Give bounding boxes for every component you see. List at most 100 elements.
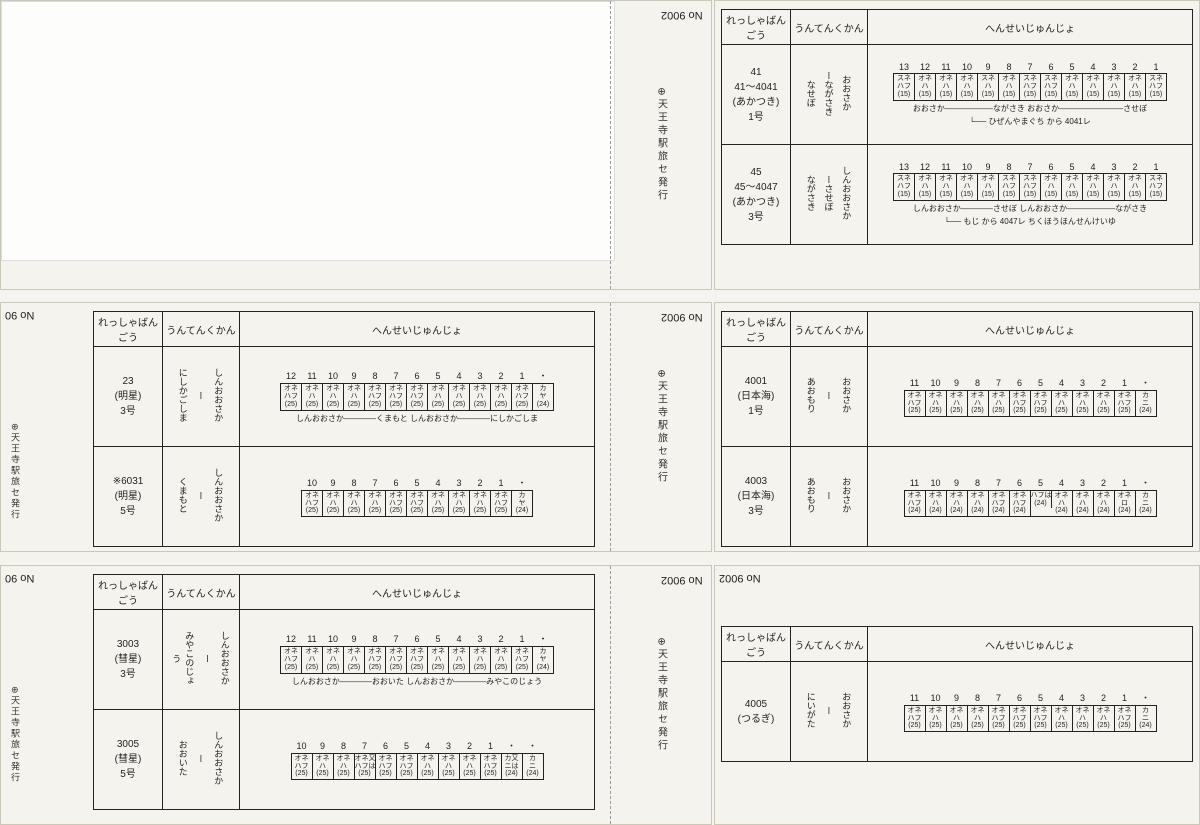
car-cell: オネハ(25) (439, 754, 460, 779)
stub-issuer-left: ⊕天王寺駅旅セ発行 (9, 686, 22, 784)
car-cell: オネハフ(25) (397, 754, 418, 779)
car-cell: オネハフ(24) (989, 491, 1010, 516)
route-cell: おおいた ー しんおおさか (163, 710, 240, 810)
car-numbers: 10987654321・・ (243, 739, 591, 752)
car-numbers: 10987654321・ (243, 476, 591, 489)
car-cell: オネハフ(25) (1010, 391, 1031, 416)
train-table: れっしゃばんごう うんてんくかん へんせいじゅんじょ 4001 (日本海) 1号… (721, 311, 1193, 547)
header-formation: へんせいじゅんじょ (240, 312, 595, 347)
car-cell: オネハフ(25) (365, 384, 386, 409)
blank-area (1, 1, 615, 261)
car-cell: オネハ(25) (989, 391, 1010, 416)
stub-number: No 9002 (661, 311, 703, 323)
car-cell: オネハ(15) (915, 174, 936, 199)
car-row: スネハフ(15)オネハ(15)オネハ(15)オネハ(15)スネハ(15)オネハ(… (893, 73, 1167, 100)
car-cell: スネハフ(15) (999, 174, 1020, 199)
car-cell: オネハ(25) (449, 384, 470, 409)
formation-cell: 1110987654321・ オネハフ(25)オネハ(25)オネハ(25)オネハ… (868, 347, 1193, 447)
car-cell: オネハ(25) (491, 647, 512, 672)
car-numbers: 121110987654321・ (243, 632, 591, 645)
train-table: れっしゃばんごう うんてんくかん へんせいじゅんじょ 3003 (彗星) 3号 … (93, 574, 595, 810)
stub-issuer: ⊕天王寺駅旅セ発行 (654, 87, 669, 202)
route-cell: みやこのじょう ー しんおおさか (163, 610, 240, 710)
stub-number-left: No 90 (5, 572, 34, 584)
stub-issuer: ⊕天王寺駅旅セ発行 (654, 637, 669, 752)
car-cell: オネハ(25) (323, 647, 344, 672)
stub-number-top: No 9002 (719, 572, 761, 584)
car-cell: オネロ(24) (1115, 491, 1136, 516)
train-row: 4003 (日本海) 3号 あおもり ー おおさか 1110987654321・… (722, 447, 1193, 547)
car-cell: オネハ(25) (470, 647, 491, 672)
car-cell: オネハ(15) (1125, 74, 1146, 99)
train-id-cell: 4001 (日本海) 1号 (722, 347, 791, 447)
formation-cell: 10987654321・・ オネハフ(25)オネハ(25)オネハ(25)オネ又ハ… (240, 710, 595, 810)
car-cell: オネハフ(25) (281, 384, 302, 409)
stub-number: No 9002 (661, 9, 703, 21)
header-section: うんてんくかん (163, 312, 240, 347)
car-cell: オネハフ(25) (386, 491, 407, 516)
car-cell: オネハ(15) (957, 174, 978, 199)
formation-note: しんおおさか————させぼ しんおおさか——————ながさき (871, 203, 1189, 214)
car-cell: オネハ(15) (915, 74, 936, 99)
car-cell: カヤ(24) (512, 491, 532, 516)
car-cell: オネハフ(24) (1010, 491, 1031, 516)
card-r1c2: れっしゃばんごう うんてんくかん へんせいじゅんじょ 41 41～4041 (あ… (714, 0, 1200, 290)
car-cell: オネハ(15) (1083, 174, 1104, 199)
car-cell: オネハ(25) (344, 647, 365, 672)
car-numbers: 13121110987654321 (871, 62, 1189, 72)
train-id-cell: 4005 (つるぎ) (722, 662, 791, 762)
card-r3c2: No 9002 れっしゃばんごう うんてんくかん へんせいじゅんじょ 4005 … (714, 565, 1200, 825)
formation-cell: 13121110987654321 スネハフ(15)オネハ(15)オネハ(15)… (868, 45, 1193, 145)
car-cell: カヤ(24) (533, 384, 553, 409)
train-id-cell: 41 41～4041 (あかつき) 1号 (722, 45, 791, 145)
car-cell: オネハ(25) (947, 391, 968, 416)
car-cell: オネハ(15) (936, 174, 957, 199)
car-row: オネハフ(25)オネハ(25)オネハ(25)オネハ(25)オネハフ(25)オネハ… (280, 646, 554, 673)
car-cell: オネハ(15) (999, 74, 1020, 99)
formation-note: しんおおさか————くまもと しんおおさか————にしかごしま (243, 413, 591, 424)
car-cell: オネハフ(25) (386, 384, 407, 409)
header-train-no: れっしゃばんごう (722, 627, 791, 662)
car-cell: オネハ(25) (968, 706, 989, 731)
train-id-cell: 3005 (彗星) 5号 (94, 710, 163, 810)
header-section: うんてんくかん (163, 575, 240, 610)
car-cell: カニ(24) (1136, 706, 1156, 731)
car-cell: オネハフ(25) (905, 706, 926, 731)
header-formation: へんせいじゅんじょ (868, 10, 1193, 45)
car-cell: オネハ(25) (323, 384, 344, 409)
car-cell: オネハフ(25) (512, 647, 533, 672)
train-row: 4005 (つるぎ) にいがた ー おおさか 1110987654321・ オネ… (722, 662, 1193, 762)
car-cell: オネハフ(25) (481, 754, 502, 779)
car-cell: スネハフ(15) (1146, 74, 1166, 99)
header-formation: へんせいじゅんじょ (868, 627, 1193, 662)
car-cell: オネハ(25) (344, 491, 365, 516)
car-cell: オネハフ(25) (365, 647, 386, 672)
car-cell: オネハ(25) (470, 491, 491, 516)
ticket-stub: No 9002 ⊕天王寺駅旅セ発行 (610, 303, 711, 551)
car-cell: オネハ(25) (323, 491, 344, 516)
car-cell: カニ(24) (1136, 491, 1156, 516)
car-cell: オネハ(15) (936, 74, 957, 99)
header-section: うんてんくかん (791, 627, 868, 662)
car-cell: オネハ(25) (968, 391, 989, 416)
car-cell: オネハ(25) (470, 384, 491, 409)
car-cell: オネハフ(25) (512, 384, 533, 409)
train-row: 23 (明星) 3号 にしかごしま ー しんおおさか 1211109876543… (94, 347, 595, 447)
stub-issuer: ⊕天王寺駅旅セ発行 (654, 369, 669, 484)
route-cell: にいがた ー おおさか (791, 662, 868, 762)
car-cell: オネハ(24) (1073, 491, 1094, 516)
car-row: オネハフ(25)オネハ(25)オネハ(25)オネハ(25)オネハ(25)オネハフ… (904, 390, 1157, 417)
car-cell: オネハフ(25) (407, 491, 428, 516)
header-formation: へんせいじゅんじょ (868, 312, 1193, 347)
car-cell: オネハ(25) (418, 754, 439, 779)
stub-number: No 9002 (661, 574, 703, 586)
formation-cell: 121110987654321・ オネハフ(25)オネハ(25)オネハ(25)オ… (240, 610, 595, 710)
car-cell: オネハ(25) (449, 491, 470, 516)
ticket-stub: No 9002 ⊕天王寺駅旅セ発行 (610, 1, 711, 289)
car-row: オネハフ(25)オネハ(25)オネハ(25)オネハ(25)オネハフ(25)オネハ… (301, 490, 533, 517)
train-id-cell: 45 45～4047 (あかつき) 3号 (722, 145, 791, 245)
car-cell: オネハフ(25) (281, 647, 302, 672)
train-id-cell: 4003 (日本海) 3号 (722, 447, 791, 547)
car-cell: オネハフ(25) (1031, 706, 1052, 731)
car-cell: オネハ(15) (1104, 174, 1125, 199)
